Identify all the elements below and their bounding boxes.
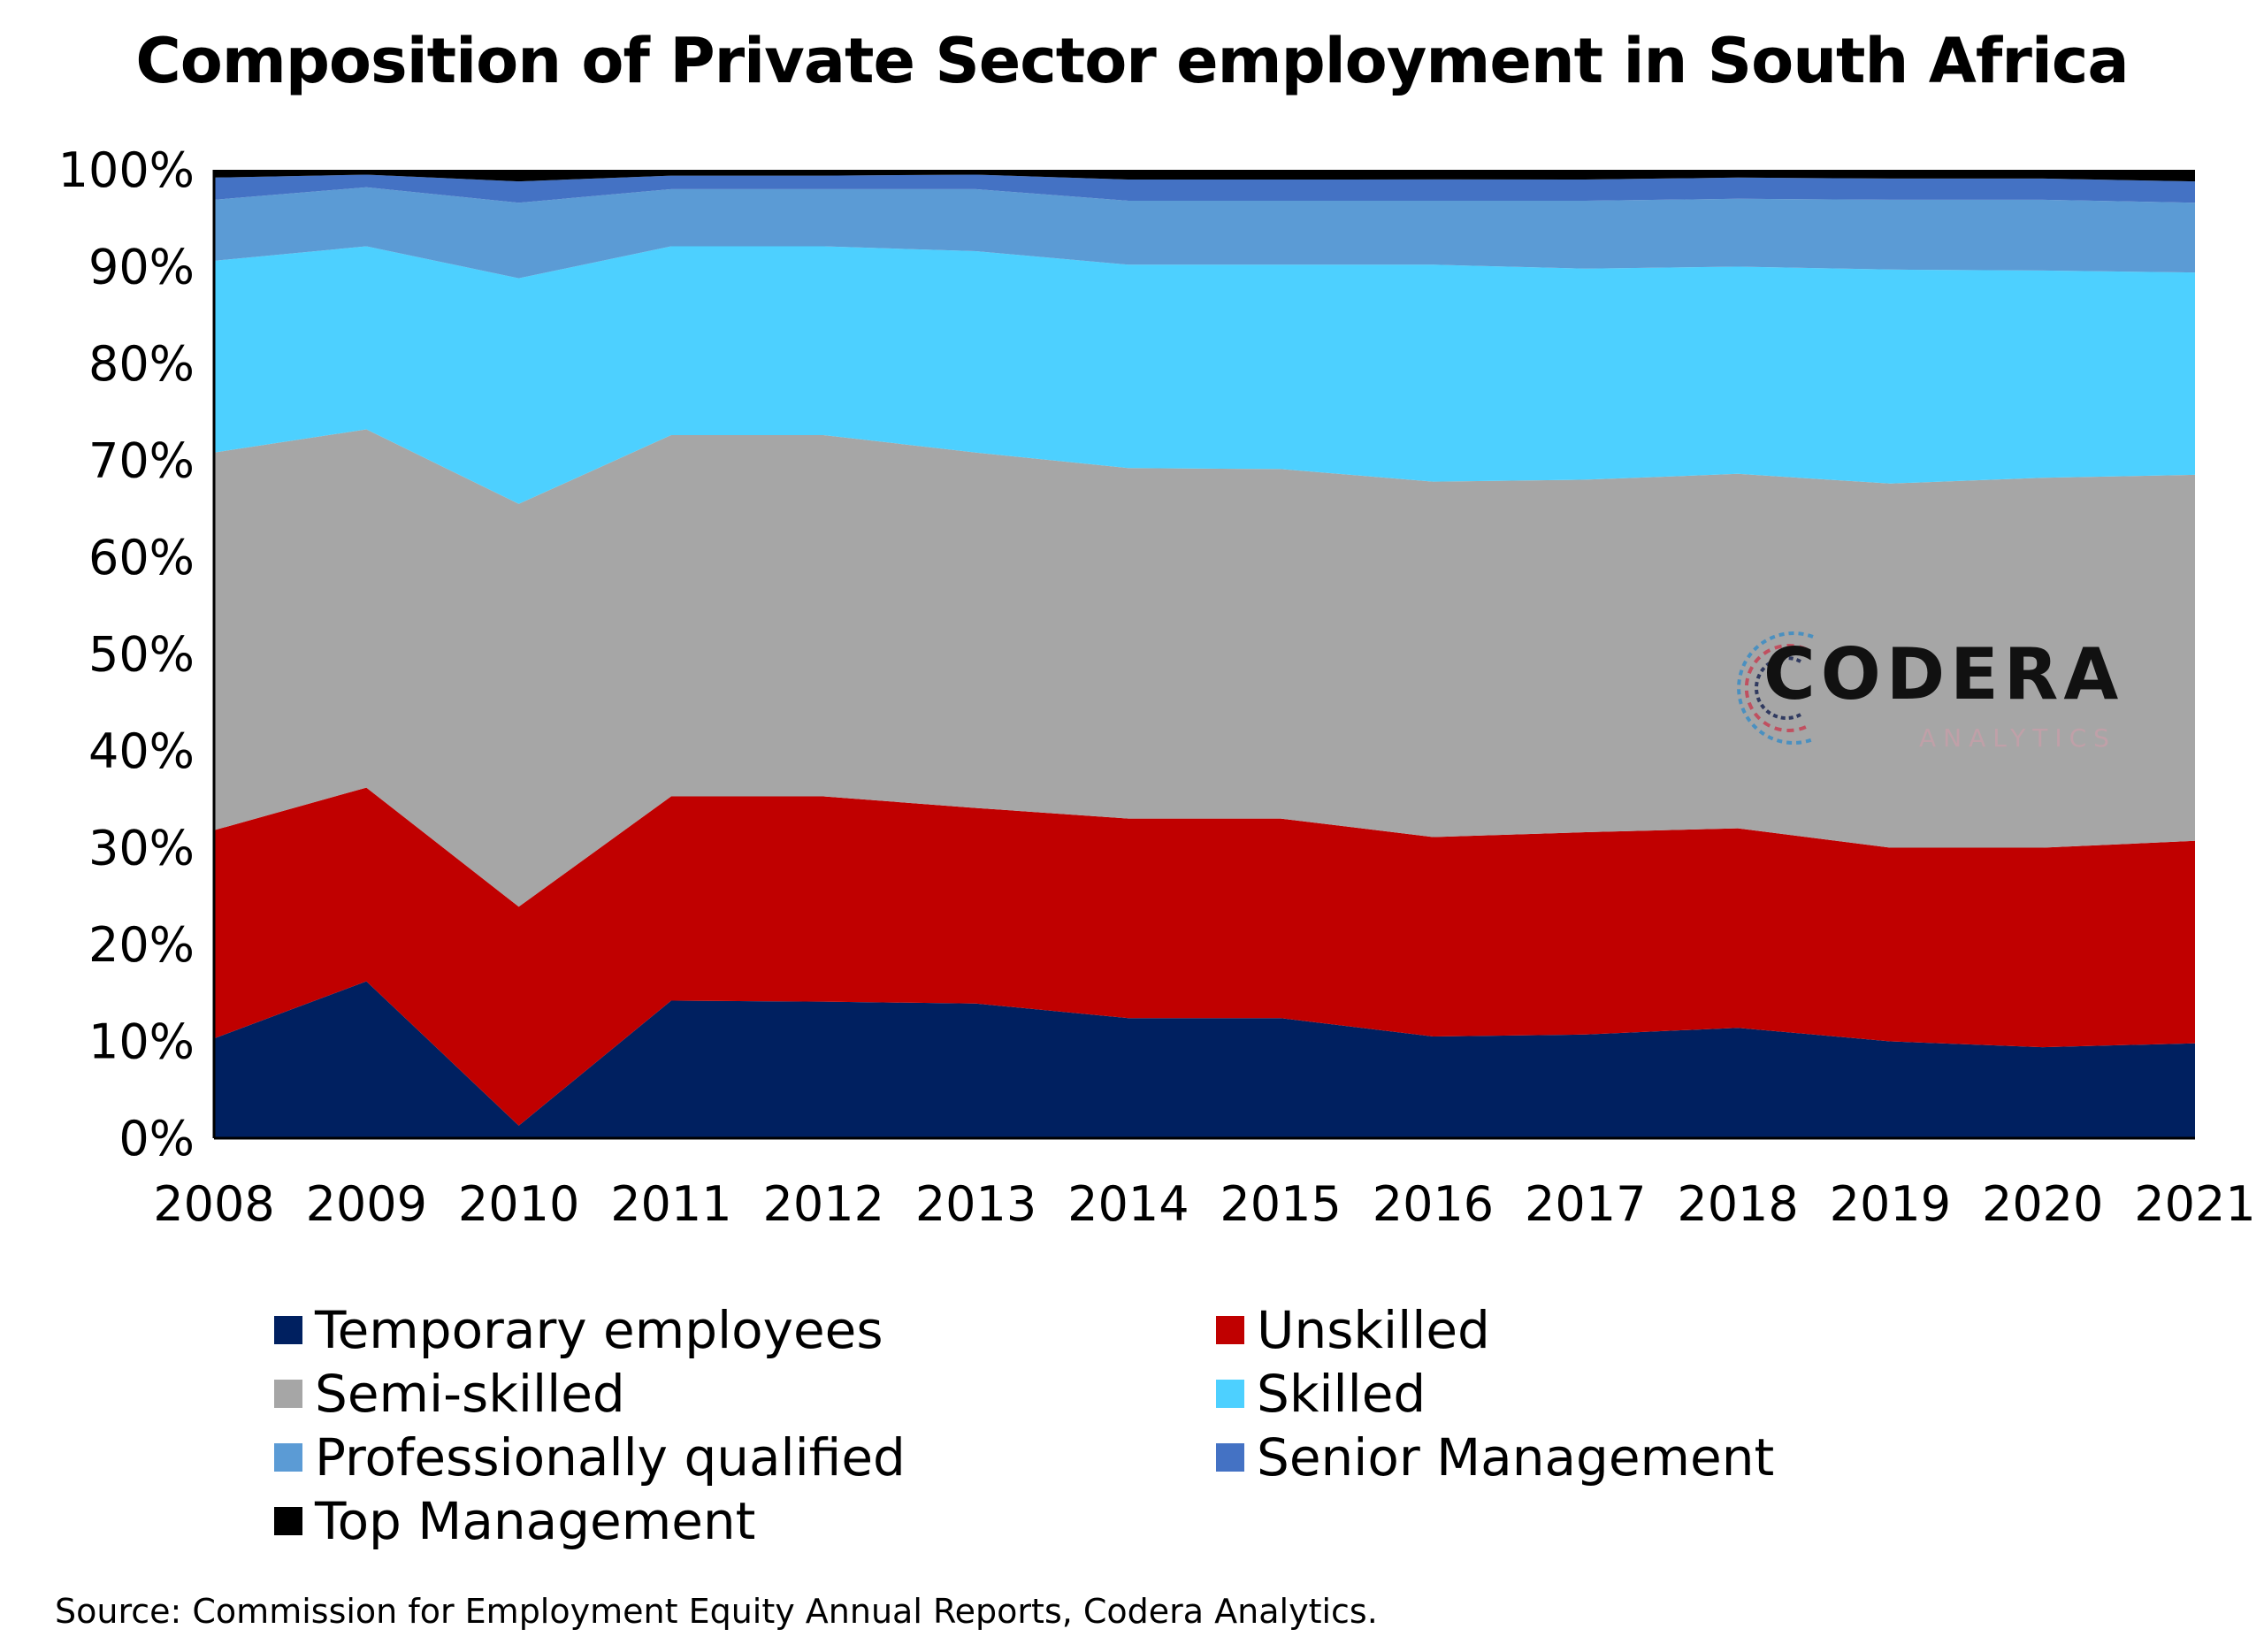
legend-item: Unskilled [1216,1300,1490,1360]
area-series-temporary-employees [214,981,2195,1138]
x-tick-label: 2019 [1830,1176,1951,1232]
legend-item: Senior Management [1216,1427,1774,1488]
area-series-semi-skilled [214,429,2195,907]
x-tick-label: 2018 [1677,1176,1798,1232]
y-tick-label: 40% [88,723,195,779]
y-tick-label: 30% [88,821,195,876]
legend-swatch [1216,1316,1244,1344]
legend-label: Semi-skilled [315,1364,625,1424]
y-tick-label: 70% [88,433,195,489]
area-series-layer [214,170,2195,1138]
legend-swatch [274,1380,302,1408]
legend-label: Professionally qualified [315,1427,906,1488]
area-series-unskilled [214,787,2195,1126]
y-tick-label: 60% [88,530,195,585]
source-note: Source: Commission for Employment Equity… [55,1592,1378,1631]
y-tick-label: 80% [88,336,195,392]
legend-swatch [274,1316,302,1344]
legend-swatch [1216,1443,1244,1472]
legend-label: Temporary employees [315,1300,883,1360]
legend-swatch [274,1507,302,1535]
x-tick-label: 2020 [1982,1176,2103,1232]
y-tick-label: 90% [88,240,195,295]
x-tick-label: 2017 [1525,1176,1646,1232]
legend-label: Top Management [315,1491,756,1551]
y-tick-label: 100% [58,142,195,198]
x-tick-label: 2009 [306,1176,427,1232]
x-tick-label: 2011 [610,1176,731,1232]
legend-swatch [274,1443,302,1472]
x-tick-label: 2015 [1220,1176,1341,1232]
area-series-senior-management [214,174,2195,203]
legend-item: Temporary employees [274,1300,883,1360]
x-tick-label: 2021 [2134,1176,2255,1232]
axes-layer [212,170,2195,1140]
legend-item: Semi-skilled [274,1364,625,1424]
legend-item: Professionally qualified [274,1427,906,1488]
x-tick-label: 2013 [915,1176,1036,1232]
x-tick-label: 2016 [1373,1176,1494,1232]
logo-wordmark: CODERA [1763,633,2124,715]
area-series-professionally-qualified [214,187,2195,279]
y-tick-label: 20% [88,917,195,973]
codera-logo-mark-icon [1737,631,1814,745]
x-tick-label: 2010 [458,1176,579,1232]
legend-label: Unskilled [1257,1300,1490,1360]
y-tick-label: 10% [88,1014,195,1070]
x-tick-label: 2012 [763,1176,884,1232]
logo-subtitle: ANALYTICS [1919,723,2116,753]
x-tick-labels: 2008 2009 2010 2011 2012 2013 2014 2015 2016 2017… [153,1176,2255,1232]
area-series-skilled [214,246,2195,504]
chart-title: Composition of Private Sector employment… [135,25,2129,97]
area-series-top-management [214,170,2195,182]
legend-label: Skilled [1257,1364,1426,1424]
y-tick-label: 0% [119,1111,195,1166]
legend-item: Skilled [1216,1364,1426,1424]
legend-swatch [1216,1380,1244,1408]
legend-label: Senior Management [1257,1427,1775,1488]
x-tick-label: 2014 [1067,1176,1189,1232]
codera-logo: CODERA ANALYTICS [1725,617,2149,759]
y-tick-label: 50% [88,627,195,683]
x-tick-label: 2008 [153,1176,274,1232]
legend-item: Top Management [274,1491,755,1551]
y-tick-labels: 0% 10% 20% 30% 40% 50% 60% 70% 80% 90% 100% [58,142,195,1166]
